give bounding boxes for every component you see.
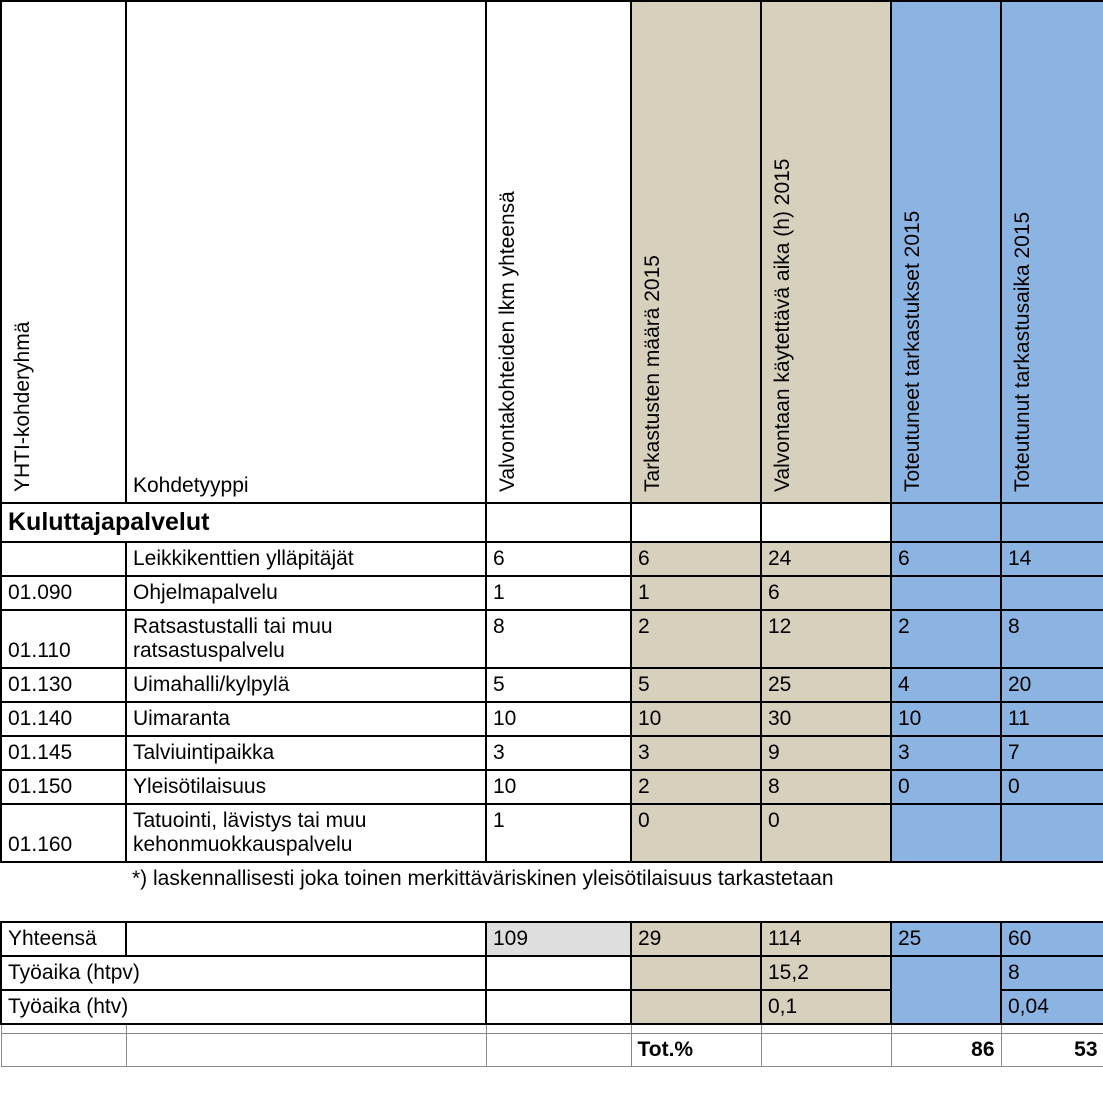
row-c7: 8 — [1001, 610, 1103, 668]
table-row: 01.090Ohjelmapalvelu116 — [1, 576, 1103, 610]
totals-c3: 109 — [486, 922, 631, 956]
row-type: Talviuintipaikka — [126, 736, 486, 770]
totals-c7: 60 — [1001, 922, 1103, 956]
section-title-row: Kuluttajapalvelut — [1, 503, 1103, 542]
footnote-row: *) laskennallisesti joka toinen merkittä… — [1, 862, 1103, 895]
row-c4: 6 — [631, 542, 761, 576]
row-c6: 4 — [891, 668, 1001, 702]
row-c4: 0 — [631, 804, 761, 862]
worktime-htpv-label: Työaika (htpv) — [1, 956, 486, 990]
row-type: Uimahalli/kylpylä — [126, 668, 486, 702]
row-c3: 8 — [486, 610, 631, 668]
row-c6 — [891, 804, 1001, 862]
row-c4: 2 — [631, 770, 761, 804]
table-row: 01.160Tatuointi, lävistys tai muu kehonm… — [1, 804, 1103, 862]
row-c4: 1 — [631, 576, 761, 610]
row-c5: 12 — [761, 610, 891, 668]
row-type: Yleisötilaisuus — [126, 770, 486, 804]
header-valvontaan-aika: Valvontaan käytettävä aika (h) 2015 — [768, 6, 798, 498]
totals-label: Yhteensä — [1, 922, 126, 956]
totals-c6: 25 — [891, 922, 1001, 956]
row-c5: 0 — [761, 804, 891, 862]
worktime-htv-c7: 0,04 — [1001, 990, 1103, 1024]
footnote-text: *) laskennallisesti joka toinen merkittä… — [126, 862, 1103, 895]
row-code: 01.140 — [1, 702, 126, 736]
row-c4: 5 — [631, 668, 761, 702]
row-c7 — [1001, 804, 1103, 862]
row-c3: 1 — [486, 576, 631, 610]
header-kohdetyyppi: Kohdetyyppi — [126, 1, 486, 503]
row-c6: 3 — [891, 736, 1001, 770]
supervision-table: YHTI-kohderyhmä Kohdetyyppi Valvontakoht… — [0, 0, 1103, 1067]
row-c6 — [891, 576, 1001, 610]
worktime-htpv-c7: 8 — [1001, 956, 1103, 990]
row-c7: 11 — [1001, 702, 1103, 736]
header-row: YHTI-kohderyhmä Kohdetyyppi Valvontakoht… — [1, 1, 1103, 503]
totpct-c6: 86 — [891, 1034, 1001, 1067]
table-row: 01.145Talviuintipaikka33937 — [1, 736, 1103, 770]
row-c4: 3 — [631, 736, 761, 770]
totpct-label: Tot.% — [631, 1034, 761, 1067]
row-c6: 10 — [891, 702, 1001, 736]
row-c3: 1 — [486, 804, 631, 862]
table-row: 01.140Uimaranta1010301011 — [1, 702, 1103, 736]
totpct-row: Tot.% 86 53 — [1, 1034, 1103, 1067]
header-toteutuneet-tarkastukset: Toteutuneet tarkastukset 2015 — [898, 6, 928, 498]
worktime-htpv-row: Työaika (htpv) 15,2 8 — [1, 956, 1103, 990]
row-c3: 6 — [486, 542, 631, 576]
worktime-htv-label: Työaika (htv) — [1, 990, 486, 1024]
row-type: Uimaranta — [126, 702, 486, 736]
totals-c4: 29 — [631, 922, 761, 956]
header-valvontakohteiden: Valvontakohteiden lkm yhteensä — [493, 6, 523, 498]
table-row: 01.130Uimahalli/kylpylä5525420 — [1, 668, 1103, 702]
table-row: Leikkikenttien ylläpitäjät6624614 — [1, 542, 1103, 576]
row-type: Tatuointi, lävistys tai muu kehonmuokkau… — [126, 804, 486, 862]
row-type: Ratsastustalli tai muu ratsastuspalvelu — [126, 610, 486, 668]
row-c7 — [1001, 576, 1103, 610]
row-c7: 0 — [1001, 770, 1103, 804]
row-type: Ohjelmapalvelu — [126, 576, 486, 610]
totals-c5: 114 — [761, 922, 891, 956]
row-c5: 25 — [761, 668, 891, 702]
totpct-c7: 53 — [1001, 1034, 1103, 1067]
row-c5: 30 — [761, 702, 891, 736]
row-c5: 6 — [761, 576, 891, 610]
row-c3: 10 — [486, 702, 631, 736]
row-c5: 24 — [761, 542, 891, 576]
row-c6: 6 — [891, 542, 1001, 576]
header-yhti: YHTI-kohderyhmä — [8, 6, 38, 498]
worktime-htpv-c5: 15,2 — [761, 956, 891, 990]
row-code: 01.110 — [1, 610, 126, 668]
row-c7: 7 — [1001, 736, 1103, 770]
header-tarkastusten-maara: Tarkastusten määrä 2015 — [638, 6, 668, 498]
row-code — [1, 542, 126, 576]
row-c5: 9 — [761, 736, 891, 770]
row-code: 01.145 — [1, 736, 126, 770]
table-row: 01.150Yleisötilaisuus102800 — [1, 770, 1103, 804]
row-c7: 14 — [1001, 542, 1103, 576]
row-code: 01.160 — [1, 804, 126, 862]
totals-row: Yhteensä 109 29 114 25 60 — [1, 922, 1103, 956]
row-code: 01.150 — [1, 770, 126, 804]
row-c7: 20 — [1001, 668, 1103, 702]
row-c6: 0 — [891, 770, 1001, 804]
row-type: Leikkikenttien ylläpitäjät — [126, 542, 486, 576]
worktime-htv-c5: 0,1 — [761, 990, 891, 1024]
header-toteutunut-tarkastusaika: Toteutunut tarkastusaika 2015 — [1008, 6, 1038, 498]
row-c3: 10 — [486, 770, 631, 804]
row-c3: 3 — [486, 736, 631, 770]
row-code: 01.090 — [1, 576, 126, 610]
section-title: Kuluttajapalvelut — [1, 503, 486, 542]
table-row: 01.110Ratsastustalli tai muu ratsastuspa… — [1, 610, 1103, 668]
row-c4: 2 — [631, 610, 761, 668]
row-c5: 8 — [761, 770, 891, 804]
row-code: 01.130 — [1, 668, 126, 702]
row-c6: 2 — [891, 610, 1001, 668]
row-c3: 5 — [486, 668, 631, 702]
row-c4: 10 — [631, 702, 761, 736]
